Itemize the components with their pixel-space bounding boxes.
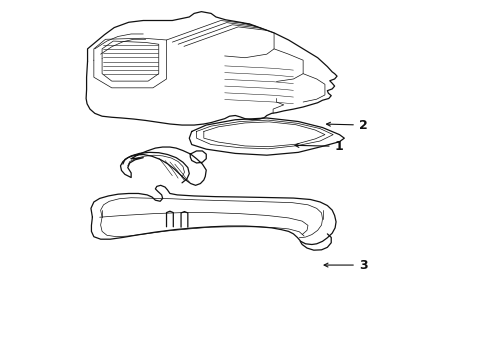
Text: 1: 1: [295, 140, 343, 153]
Text: 2: 2: [326, 118, 368, 131]
Text: 3: 3: [324, 258, 368, 271]
